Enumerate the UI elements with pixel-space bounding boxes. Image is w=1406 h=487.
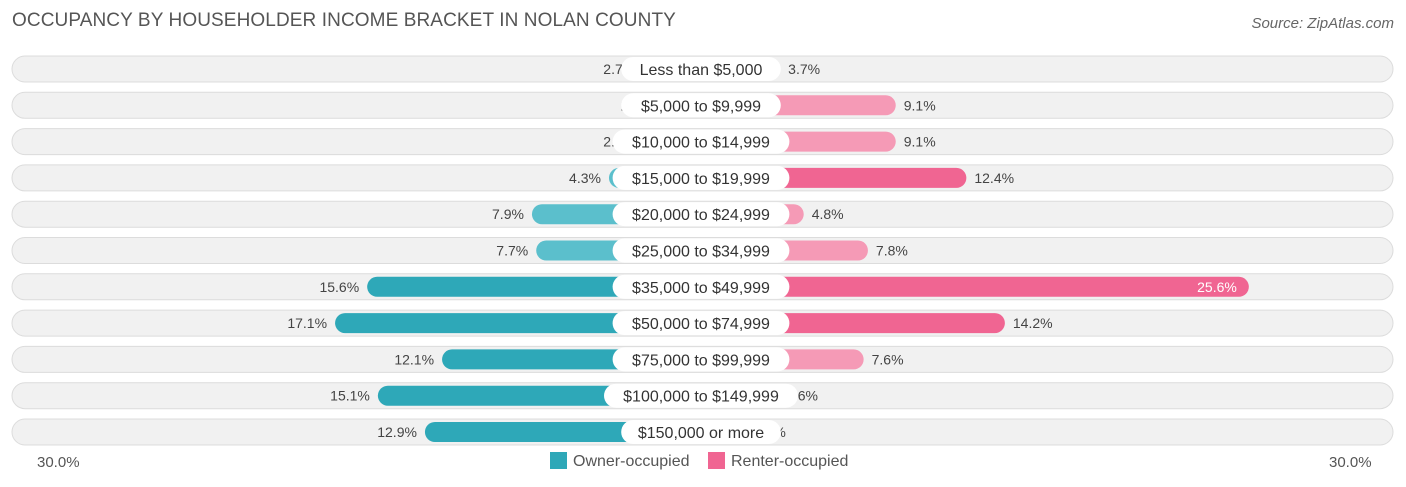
legend-renter: Renter-occupied: [708, 452, 848, 471]
renter-bar: [701, 276, 1249, 297]
legend-renter-label: Renter-occupied: [731, 453, 849, 470]
renter-value-label: 3.7%: [788, 61, 820, 77]
category-label: $50,000 to $74,999: [632, 316, 770, 333]
owner-bar: [335, 313, 701, 334]
category-label: $20,000 to $24,999: [632, 207, 770, 224]
category-label: $15,000 to $19,999: [632, 171, 770, 188]
owner-value-label: 15.6%: [319, 279, 359, 295]
legend-owner: Owner-occupied: [550, 452, 690, 471]
renter-value-label: 14.2%: [1013, 315, 1053, 331]
category-label: $10,000 to $14,999: [632, 135, 770, 152]
category-label: $150,000 or more: [638, 425, 764, 442]
owner-value-label: 15.1%: [330, 388, 370, 404]
legend-renter-swatch: [708, 452, 725, 469]
renter-value-label: 7.8%: [876, 243, 908, 259]
owner-value-label: 7.9%: [492, 206, 524, 222]
renter-value-label: 12.4%: [974, 170, 1014, 186]
category-label: Less than $5,000: [640, 62, 763, 79]
category-label: $25,000 to $34,999: [632, 244, 770, 261]
category-pill: [621, 57, 781, 81]
owner-value-label: 12.1%: [394, 351, 434, 367]
axis-right-label: 30.0%: [1329, 454, 1372, 471]
renter-value-label: 7.6%: [872, 351, 904, 367]
owner-value-label: 4.3%: [569, 170, 601, 186]
legend-owner-label: Owner-occupied: [573, 453, 690, 470]
category-label: $100,000 to $149,999: [623, 389, 779, 406]
category-pill: [621, 93, 781, 118]
category-pill: [604, 383, 798, 408]
category-pill: [612, 311, 790, 336]
renter-value-label: 25.6%: [1197, 279, 1237, 295]
category-pill: [621, 420, 781, 444]
category-pill: [612, 129, 790, 154]
renter-value-label: 9.1%: [904, 134, 936, 150]
legend-owner-swatch: [550, 452, 567, 469]
category-label: $75,000 to $99,999: [632, 352, 770, 369]
category-pill: [612, 202, 790, 227]
renter-value-label: 4.8%: [812, 206, 844, 222]
category-pill: [612, 274, 790, 299]
category-pill: [612, 347, 790, 372]
owner-value-label: 17.1%: [287, 315, 327, 331]
axis-left-label: 30.0%: [37, 454, 80, 471]
owner-value-label: 7.7%: [496, 243, 528, 259]
owner-value-label: 12.9%: [377, 424, 417, 440]
category-pill: [612, 238, 790, 263]
category-label: $35,000 to $49,999: [632, 280, 770, 297]
renter-value-label: 9.1%: [904, 97, 936, 113]
chart-title: OCCUPANCY BY HOUSEHOLDER INCOME BRACKET …: [12, 10, 676, 31]
category-label: $5,000 to $9,999: [641, 98, 761, 115]
source-credit: Source: ZipAtlas.com: [1251, 15, 1394, 32]
category-pill: [612, 165, 790, 190]
